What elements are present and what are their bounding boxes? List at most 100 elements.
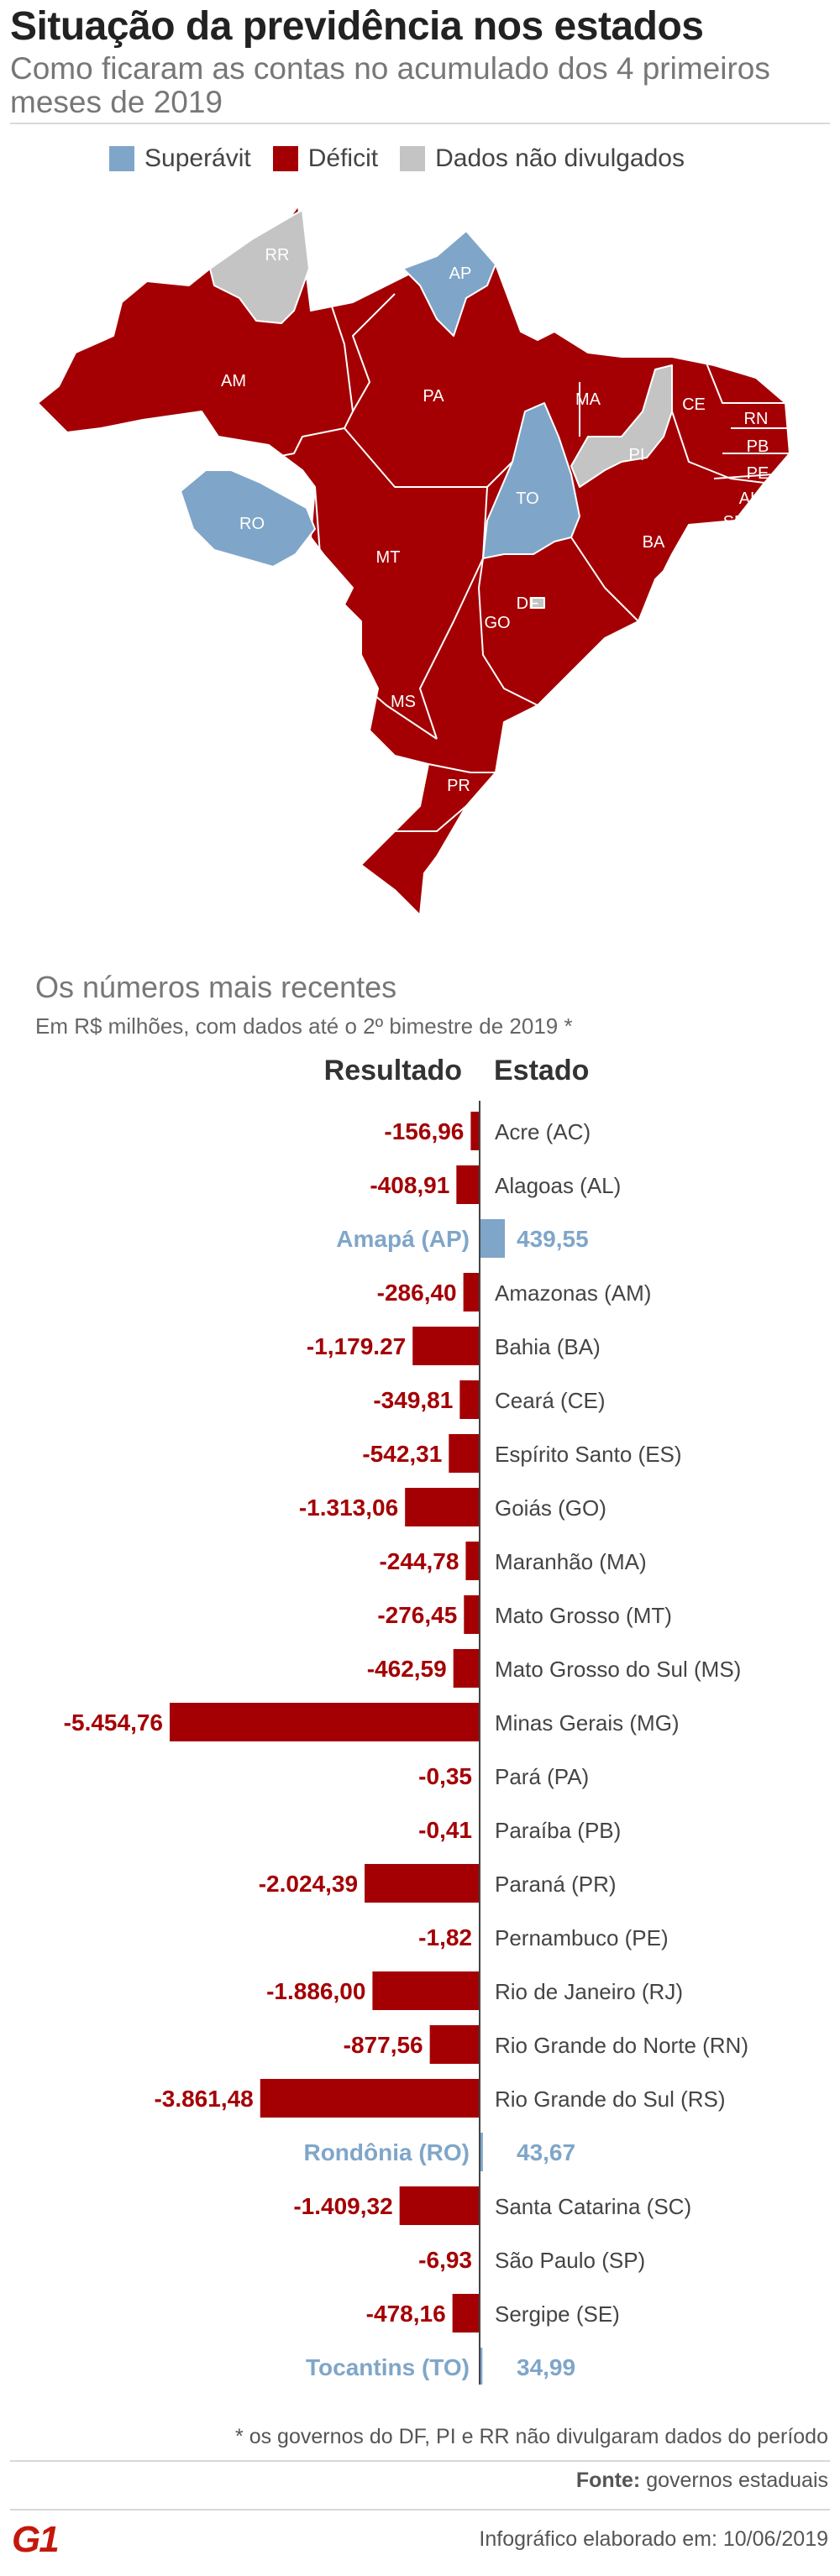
map-shape-brazil: [37, 205, 790, 916]
map-border: [478, 558, 538, 706]
bar-22: [452, 2294, 480, 2333]
value-label-11: -5.454,76: [64, 1709, 163, 1736]
legend-item-deficit: Déficit: [272, 144, 379, 173]
value-label-0: -156,96: [384, 1118, 464, 1144]
bar-16: [372, 1971, 480, 2010]
category-label-13: Paraíba (PB): [495, 1818, 621, 1843]
value-label-23: 34,99: [517, 2354, 575, 2380]
bar-1: [456, 1165, 480, 1204]
value-label-4: -1,179.27: [307, 1333, 406, 1359]
category-label-14: Paraná (PR): [495, 1872, 617, 1897]
category-label-0: Acre (AC): [495, 1119, 591, 1144]
category-label-11: Minas Gerais (MG): [495, 1710, 680, 1736]
value-label-21: -6,93: [418, 2247, 472, 2273]
value-label-1: -408,91: [370, 1172, 449, 1198]
category-label-7: Goiás (GO): [495, 1495, 606, 1521]
map-label-sp: SP: [501, 733, 524, 751]
map-label-ro: RO: [239, 515, 265, 533]
map-shape-ro: [180, 469, 316, 568]
map-border: [428, 763, 496, 773]
category-label-3: Amazonas (AM): [495, 1280, 651, 1306]
map-label-rr: RR: [265, 246, 290, 264]
map-shape-to: [482, 402, 580, 559]
bar-17: [429, 2025, 480, 2064]
map-label-df: DF: [517, 594, 539, 613]
category-label-6: Espírito Santo (ES): [495, 1442, 682, 1467]
map-label-pi: PI: [629, 446, 645, 464]
map-label-am: AM: [221, 372, 246, 390]
bar-23: [480, 2348, 483, 2385]
map-border: [395, 805, 467, 832]
value-label-14: -2.024,39: [259, 1871, 358, 1897]
map-label-ms: MS: [391, 693, 416, 711]
bar-9: [464, 1595, 480, 1634]
category-label-4: Bahia (BA): [495, 1334, 601, 1359]
footer-divider-2: [10, 2509, 830, 2511]
category-label-19: Rondônia (RO): [303, 2139, 470, 2165]
brazil-map: RR AP AM PA MA CE RN PB PE AL SE PI TO AC RO MT BA DF GO MG…: [37, 205, 790, 916]
legend-item-no-data: Dados não divulgados: [400, 144, 685, 173]
map-shape-ap: [402, 230, 496, 337]
value-label-10: -462,59: [367, 1656, 447, 1682]
map-label-ma: MA: [575, 390, 601, 409]
map-label-mg: MG: [583, 656, 610, 674]
footnote: * os governos do DF, PI e RR não divulga…: [235, 2425, 828, 2448]
page-title: Situação da previdência nos estados: [10, 4, 704, 49]
value-label-20: -1.409,32: [293, 2193, 392, 2219]
map-label-to: TO: [516, 490, 538, 508]
value-label-17: -877,56: [344, 2032, 423, 2058]
map-label-pa: PA: [423, 387, 444, 406]
map-label-pe: PE: [747, 464, 769, 483]
map-border: [205, 293, 396, 471]
category-label-18: Rio Grande do Sul (RS): [495, 2086, 726, 2112]
bar-3: [463, 1273, 480, 1312]
category-label-8: Maranhão (MA): [495, 1549, 647, 1574]
bar-7: [405, 1488, 480, 1526]
bar-11: [170, 1703, 480, 1741]
map-border: [482, 486, 488, 559]
bar-8: [465, 1542, 480, 1580]
bar-5: [459, 1380, 480, 1419]
bar-2: [480, 1219, 505, 1258]
legend-label-superavit: Superávit: [144, 144, 251, 172]
legend-label-no-data: Dados não divulgados: [435, 144, 685, 172]
map-border: [705, 360, 785, 404]
map-border: [344, 427, 513, 488]
bar-0: [470, 1112, 480, 1150]
credit-line: Infográfico elaborado em: 10/06/2019: [479, 2527, 828, 2551]
legend-item-superavit: Superávit: [109, 144, 251, 173]
value-label-2: 439,55: [517, 1226, 589, 1252]
value-label-16: -1.886,00: [266, 1978, 365, 2004]
value-label-22: -478,16: [366, 2301, 446, 2327]
column-header-state: Estado: [494, 1055, 589, 1086]
legend-label-deficit: Déficit: [307, 144, 379, 172]
category-label-21: São Paulo (SP): [495, 2248, 645, 2273]
category-label-17: Rio Grande do Norte (RN): [495, 2033, 748, 2058]
map-legend: Superávit Déficit Dados não divulgados: [109, 144, 685, 173]
value-label-13: -0,41: [418, 1817, 472, 1843]
map-shape-df: [531, 597, 545, 609]
category-label-23: Tocantins (TO): [306, 2354, 470, 2380]
map-label-ba: BA: [643, 533, 665, 552]
map-label-es: ES: [648, 691, 670, 709]
bar-14: [365, 1864, 480, 1903]
header-divider: [10, 123, 830, 124]
map-border: [419, 558, 484, 740]
legend-swatch-superavit: [109, 146, 134, 171]
section-subtitle: Em R$ milhões, com dados até o 2º bimest…: [35, 1013, 573, 1039]
map-label-ap: AP: [449, 264, 472, 283]
map-label-pr: PR: [447, 777, 470, 795]
source-line: Fonte: governos estaduais: [576, 2469, 828, 2493]
category-label-22: Sergipe (SE): [495, 2301, 620, 2327]
category-label-9: Mato Grosso (MT): [495, 1603, 672, 1628]
value-label-3: -286,40: [377, 1280, 457, 1306]
map-label-mt: MT: [376, 548, 401, 567]
legend-swatch-deficit: [272, 146, 298, 171]
map-label-sc: SC: [475, 830, 499, 848]
value-label-7: -1.313,06: [299, 1495, 398, 1521]
map-border: [314, 486, 438, 740]
value-label-8: -244,78: [379, 1548, 459, 1574]
source-value: governos estaduais: [646, 2469, 828, 2492]
bar-6: [449, 1434, 480, 1473]
value-label-9: -276,45: [377, 1602, 457, 1628]
